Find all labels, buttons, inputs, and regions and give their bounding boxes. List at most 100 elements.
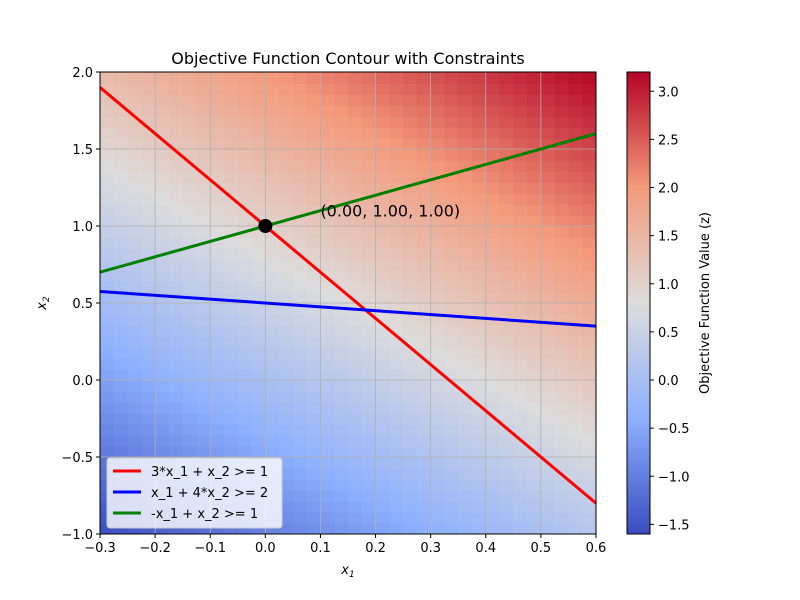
- heatmap-cell: [416, 391, 432, 403]
- y-axis-ticks: −1.0 −0.5 0.0 0.5 1.0 1.5 2.0: [61, 66, 100, 543]
- heatmap-cell: [279, 435, 294, 447]
- heatmap-cell: [582, 424, 596, 436]
- heatmap-cell: [403, 314, 418, 326]
- heatmap-cell: [472, 402, 487, 414]
- heatmap-cell: [389, 347, 404, 359]
- heatmap-cell: [210, 215, 225, 227]
- heatmap-cell: [224, 127, 239, 139]
- heatmap-cell: [113, 94, 129, 106]
- heatmap-cell: [513, 270, 528, 282]
- heatmap-cell: [389, 292, 404, 304]
- heatmap-cell: [182, 138, 198, 150]
- legend-label: x_1 + 4*x_2 >= 2: [151, 486, 268, 501]
- colorbar-tick-label: 0.5: [658, 326, 679, 341]
- heatmap-cell: [554, 193, 570, 205]
- heatmap-cell: [458, 490, 473, 502]
- heatmap-cell: [334, 83, 349, 95]
- heatmap-cell: [155, 105, 170, 117]
- heatmap-cell: [237, 325, 253, 337]
- heatmap-cell: [513, 325, 528, 337]
- constraint-lines: [100, 86, 596, 505]
- heatmap-cell: [348, 457, 363, 469]
- heatmap-cell: [403, 424, 418, 436]
- heatmap-cell: [334, 457, 349, 469]
- heatmap-cell: [334, 380, 349, 392]
- heatmap-cell: [361, 204, 377, 216]
- heatmap-cell: [527, 204, 542, 216]
- heatmap-cell: [182, 358, 198, 370]
- heatmap-cell: [540, 402, 556, 414]
- heatmap-cell: [113, 226, 129, 238]
- heatmap-cell: [568, 512, 584, 524]
- heatmap-cell: [334, 171, 349, 183]
- heatmap-cell: [210, 413, 225, 425]
- heatmap-cell: [155, 380, 170, 392]
- heatmap-cell: [430, 369, 446, 381]
- heatmap-cell: [472, 248, 487, 260]
- heatmap-cell: [499, 149, 515, 161]
- legend: 3*x_1 + x_2 >= 1 x_1 + 4*x_2 >= 2 -x_1 + x…: [106, 457, 283, 529]
- heatmap-cell: [582, 413, 596, 425]
- heatmap-cell: [554, 391, 570, 403]
- heatmap-cell: [458, 369, 473, 381]
- heatmap-cell: [485, 435, 501, 447]
- heatmap-cell: [113, 325, 129, 337]
- heatmap-cell: [210, 347, 225, 359]
- heatmap-cell: [100, 523, 115, 534]
- heatmap-cell: [430, 303, 446, 315]
- heatmap-cell: [306, 446, 322, 458]
- heatmap-cell: [182, 226, 198, 238]
- heatmap-cell: [458, 523, 473, 534]
- heatmap-cell: [334, 413, 349, 425]
- heatmap-cell: [306, 523, 322, 534]
- heatmap-cell: [155, 182, 170, 194]
- heatmap-cell: [100, 182, 115, 194]
- heatmap-cell: [403, 127, 418, 139]
- heatmap-cell: [265, 380, 280, 392]
- heatmap-cell: [499, 479, 515, 491]
- heatmap-cell: [568, 391, 584, 403]
- heatmap-cell: [430, 336, 446, 348]
- heatmap-cell: [100, 369, 115, 381]
- heatmap-cell: [403, 347, 418, 359]
- heatmap-cell: [485, 380, 501, 392]
- x-tick-label: 0.3: [420, 541, 441, 556]
- heatmap-cell: [224, 424, 239, 436]
- heatmap-cell: [237, 72, 253, 84]
- heatmap-cell: [155, 116, 170, 128]
- heatmap-cell: [375, 512, 391, 524]
- heatmap-cell: [444, 523, 460, 534]
- heatmap-cell: [527, 391, 542, 403]
- heatmap-cell: [403, 391, 418, 403]
- heatmap-cell: [155, 270, 170, 282]
- heatmap-cell: [210, 204, 225, 216]
- heatmap-cell: [348, 193, 363, 205]
- heatmap-cell: [251, 237, 267, 249]
- heatmap-cell: [348, 424, 363, 436]
- heatmap-cell: [279, 94, 294, 106]
- colorbar-tick-label: 2.5: [658, 133, 679, 148]
- heatmap-cell: [499, 512, 515, 524]
- heatmap-cell: [513, 380, 528, 392]
- heatmap-cell: [113, 193, 129, 205]
- heatmap-cell: [554, 226, 570, 238]
- heatmap-cell: [168, 138, 184, 150]
- heatmap-cell: [430, 259, 446, 271]
- heatmap-cell: [444, 292, 460, 304]
- heatmap-cell: [320, 83, 336, 95]
- heatmap-cell: [554, 182, 570, 194]
- heatmap-cell: [334, 226, 349, 238]
- heatmap-cell: [389, 193, 404, 205]
- heatmap-cell: [279, 193, 294, 205]
- heatmap-cell: [306, 72, 322, 84]
- heatmap-cell: [237, 160, 253, 172]
- heatmap-cell: [100, 292, 115, 304]
- heatmap-cell: [292, 479, 308, 491]
- heatmap-cell: [499, 281, 515, 293]
- heatmap-cell: [568, 292, 584, 304]
- heatmap-cell: [279, 336, 294, 348]
- heatmap-cell: [334, 369, 349, 381]
- heatmap-cell: [196, 413, 212, 425]
- heatmap-cell: [237, 270, 253, 282]
- heatmap-cell: [403, 413, 418, 425]
